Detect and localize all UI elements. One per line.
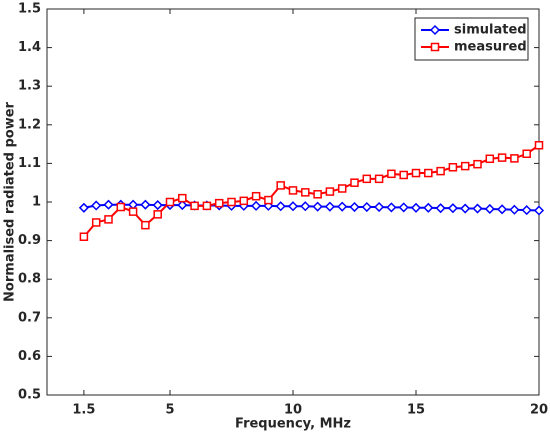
x-tick-label: 10 [284, 403, 302, 418]
marker [239, 196, 249, 206]
marker [178, 193, 187, 203]
marker [91, 218, 101, 227]
x-axis-label: Frequency, MHz [235, 417, 351, 432]
marker [153, 210, 162, 219]
marker [410, 202, 422, 213]
marker [300, 201, 311, 212]
y-tick-label: 1.5 [18, 2, 41, 17]
y-tick-label: 0.8 [18, 272, 41, 287]
series-line [83, 144, 540, 238]
marker [423, 202, 434, 213]
marker [429, 24, 441, 36]
marker [313, 190, 322, 199]
marker [337, 201, 348, 212]
y-tick-label: 0.6 [18, 349, 41, 364]
x-tick-label: 1.5 [72, 403, 95, 418]
marker [214, 198, 224, 208]
series-line [83, 203, 540, 212]
marker [473, 159, 482, 169]
marker [301, 188, 310, 197]
marker [312, 201, 323, 212]
marker [534, 141, 544, 150]
marker [202, 201, 212, 211]
marker [399, 170, 408, 180]
marker [152, 200, 163, 211]
x-tick-label: 15 [407, 403, 425, 418]
y-tick-label: 1.1 [18, 156, 41, 171]
marker [350, 178, 359, 187]
marker [362, 174, 372, 184]
marker [374, 174, 384, 184]
legend-box [414, 17, 529, 61]
y-tick-label: 1.3 [18, 79, 41, 94]
marker [287, 201, 299, 212]
marker [141, 220, 150, 230]
marker [374, 201, 385, 213]
legend-label: measured [454, 40, 527, 55]
marker [78, 202, 89, 213]
marker [497, 204, 508, 215]
marker [288, 186, 298, 195]
marker [349, 201, 360, 213]
marker [387, 169, 396, 179]
x-tick-label: 20 [530, 403, 548, 418]
marker [116, 202, 126, 212]
marker [460, 203, 471, 214]
marker [509, 204, 520, 215]
marker [264, 195, 273, 205]
marker [460, 161, 470, 171]
marker [79, 232, 89, 241]
marker [435, 203, 446, 214]
y-tick-label: 1.4 [18, 40, 41, 55]
marker [533, 205, 545, 216]
marker [91, 200, 102, 211]
marker [324, 201, 335, 212]
marker [497, 153, 507, 162]
marker [386, 202, 397, 213]
marker [510, 154, 519, 163]
y-axis-label: Normalised radiated power [3, 101, 18, 301]
marker [227, 197, 236, 207]
marker [190, 201, 199, 211]
marker [251, 191, 261, 201]
marker [398, 202, 409, 213]
marker [275, 201, 286, 212]
marker [104, 215, 113, 224]
marker [276, 181, 285, 190]
marker [448, 163, 458, 172]
marker [411, 168, 421, 178]
legend-label: simulated [454, 23, 527, 38]
marker [103, 199, 114, 210]
y-tick-label: 0.5 [18, 388, 41, 403]
marker [424, 168, 433, 178]
marker [165, 197, 175, 207]
marker [251, 200, 262, 211]
marker [361, 201, 372, 213]
y-tick-label: 1 [32, 195, 41, 210]
marker [128, 207, 138, 216]
marker [484, 203, 495, 215]
marker [472, 203, 483, 214]
marker [447, 203, 458, 214]
marker [521, 205, 532, 216]
marker [325, 187, 335, 196]
marker [430, 42, 440, 52]
y-tick-label: 0.7 [18, 310, 41, 325]
marker [485, 154, 495, 164]
x-tick-label: 5 [165, 403, 174, 418]
y-tick-label: 1.2 [18, 117, 41, 132]
marker [436, 166, 445, 176]
marker [522, 149, 531, 158]
marker [140, 199, 151, 210]
marker [177, 200, 188, 211]
marker [337, 184, 347, 193]
y-tick-label: 0.9 [18, 233, 41, 248]
